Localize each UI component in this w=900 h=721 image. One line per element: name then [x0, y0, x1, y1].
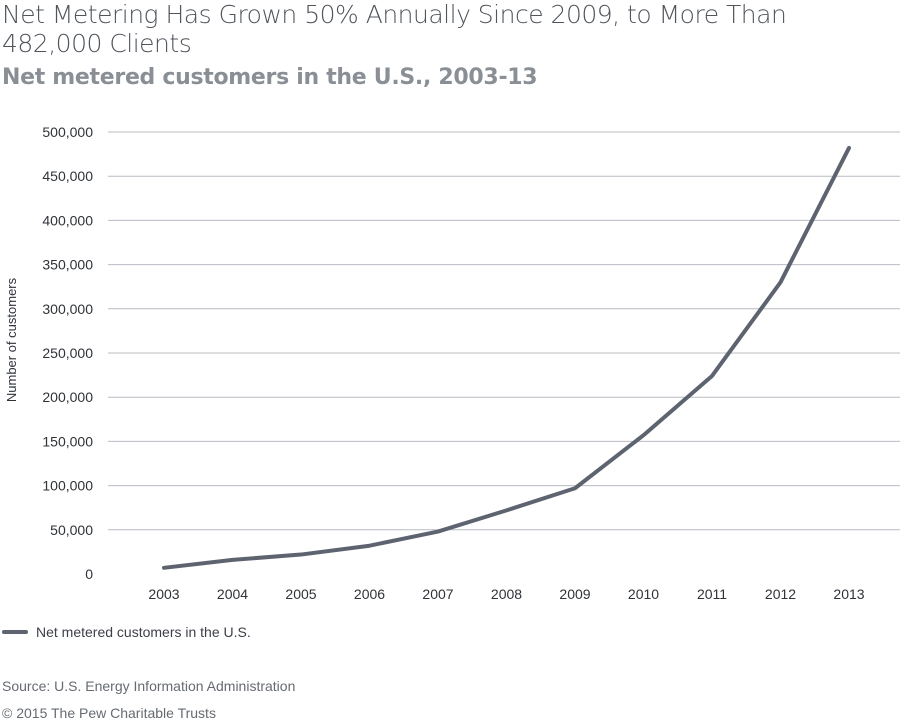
y-tick-label: 50,000	[50, 522, 93, 538]
source-note: Source: U.S. Energy Information Administ…	[2, 678, 296, 694]
x-tick-label: 2009	[559, 586, 590, 602]
x-axis-ticks: 2003 2004 2005 2006 2007 2008 2009 2010 2011 2012…	[148, 586, 864, 602]
legend-swatch-icon	[2, 630, 28, 634]
chart-title: Net Metering Has Grown 50% Annually Sinc…	[2, 0, 787, 58]
x-tick-label: 2012	[765, 586, 796, 602]
y-axis-label: Number of customers	[4, 277, 19, 402]
x-tick-label: 2005	[285, 586, 316, 602]
series	[162, 145, 851, 570]
y-tick-label: 200,000	[42, 389, 93, 405]
x-tick-label: 2003	[148, 586, 179, 602]
y-tick-label: 450,000	[42, 168, 93, 184]
x-tick-label: 2010	[628, 586, 659, 602]
series-line	[162, 145, 851, 570]
x-tick-label: 2011	[697, 586, 727, 602]
y-tick-label: 250,000	[42, 345, 93, 361]
x-tick-label: 2007	[422, 586, 453, 602]
legend: Net metered customers in the U.S.	[2, 624, 251, 640]
y-tick-label: 350,000	[42, 257, 93, 273]
x-tick-label: 2013	[833, 586, 864, 602]
x-tick-label: 2004	[217, 586, 248, 602]
gridlines	[108, 131, 900, 531]
y-tick-label: 300,000	[42, 301, 93, 317]
x-tick-label: 2008	[491, 586, 522, 602]
y-tick-label: 0	[85, 566, 93, 582]
line-chart: 0 50,000 100,000 150,000 200,000 250,000 300,0…	[4, 124, 900, 602]
y-tick-label: 100,000	[42, 478, 93, 494]
y-tick-label: 150,000	[42, 433, 93, 449]
x-tick-label: 2006	[354, 586, 385, 602]
y-tick-label: 500,000	[42, 124, 93, 140]
chart-subtitle: Net metered customers in the U.S., 2003-…	[2, 65, 538, 90]
legend-label: Net metered customers in the U.S.	[36, 624, 251, 640]
y-tick-label: 400,000	[42, 212, 93, 228]
copyright-note: © 2015 The Pew Charitable Trusts	[2, 705, 216, 721]
y-axis-ticks: 0 50,000 100,000 150,000 200,000 250,000 300,0…	[42, 124, 93, 582]
